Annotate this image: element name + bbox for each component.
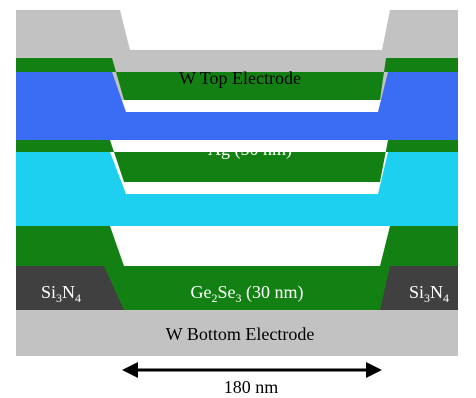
si3n4-right-label: Si3N4 xyxy=(409,282,449,305)
top-electrode-label: W Top Electrode xyxy=(179,68,301,88)
si3n4-left xyxy=(16,266,124,310)
ag-layer xyxy=(16,72,458,140)
arrowhead-right-icon xyxy=(366,362,382,378)
dimension-label: 180 nm xyxy=(224,377,279,397)
ag2se-label: Ag2Se (50 nm) xyxy=(193,228,301,251)
ag2se-layer xyxy=(16,152,458,226)
si3n4-left-label: Si3N4 xyxy=(41,282,81,305)
si3n4-right xyxy=(380,266,458,310)
arrowhead-left-icon xyxy=(122,362,138,378)
bottom-electrode-label: W Bottom Electrode xyxy=(166,324,315,344)
ge2se3-layer xyxy=(16,226,458,310)
ge2se3-top-film xyxy=(16,58,458,100)
ge2se3-middle-film xyxy=(16,140,458,182)
bottom-electrode-layer xyxy=(16,310,458,356)
dimension-arrow xyxy=(122,362,382,378)
ge2se3-label: Ge2Se3 (30 nm) xyxy=(191,282,304,305)
ag-label: Ag (50 nm) xyxy=(208,139,292,160)
